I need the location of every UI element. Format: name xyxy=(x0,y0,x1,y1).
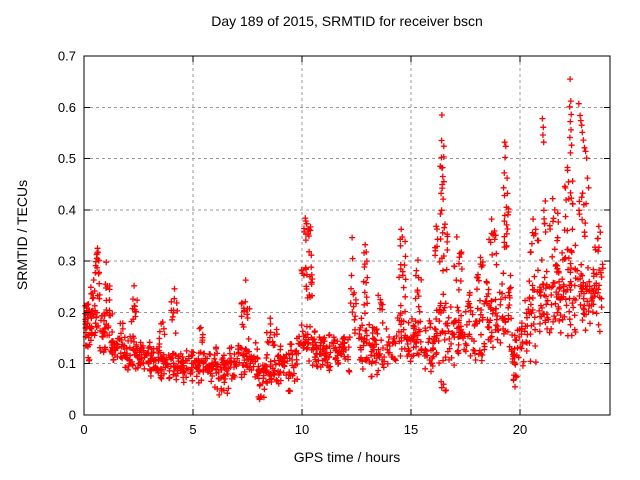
x-tick-label: 15 xyxy=(404,422,418,437)
y-tick-label: 0 xyxy=(69,408,76,423)
y-tick-label: 0.7 xyxy=(58,49,76,64)
y-tick-label: 0.5 xyxy=(58,151,76,166)
y-tick-label: 0.2 xyxy=(58,305,76,320)
y-tick-label: 0.3 xyxy=(58,254,76,269)
x-tick-label: 10 xyxy=(295,422,309,437)
plot-border xyxy=(83,55,611,416)
x-tick-label: 20 xyxy=(513,422,527,437)
y-tick-label: 0.4 xyxy=(58,202,76,217)
x-axis-label: GPS time / hours xyxy=(293,449,401,465)
chart-title: Day 189 of 2015, SRMTID for receiver bsc… xyxy=(211,13,483,29)
x-tick-label: 0 xyxy=(80,422,87,437)
y-tick-label: 0.1 xyxy=(58,356,76,371)
y-tick-label: 0.6 xyxy=(58,100,76,115)
scatter-series xyxy=(82,76,606,403)
x-tick-label: 5 xyxy=(189,422,196,437)
